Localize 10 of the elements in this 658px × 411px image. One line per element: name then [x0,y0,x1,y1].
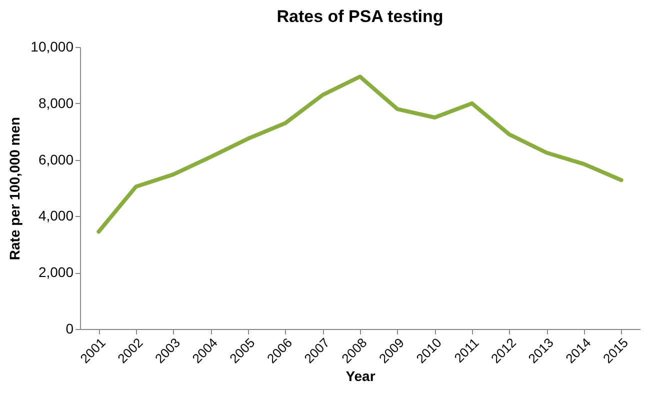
y-tick-label: 2,000 [38,264,74,280]
y-tick-label: 8,000 [38,94,74,111]
y-axis-title: Rate per 100,000 men [6,116,23,260]
y-tick-label: 6,000 [38,151,74,168]
y-tick-label: 4,000 [38,208,74,224]
y-tick-label: 10,000 [30,38,74,54]
line-series [96,74,624,234]
chart-title: Rates of PSA testing [276,7,444,26]
x-axis-title: Year [346,368,376,384]
y-tick-label: 0 [66,320,74,336]
